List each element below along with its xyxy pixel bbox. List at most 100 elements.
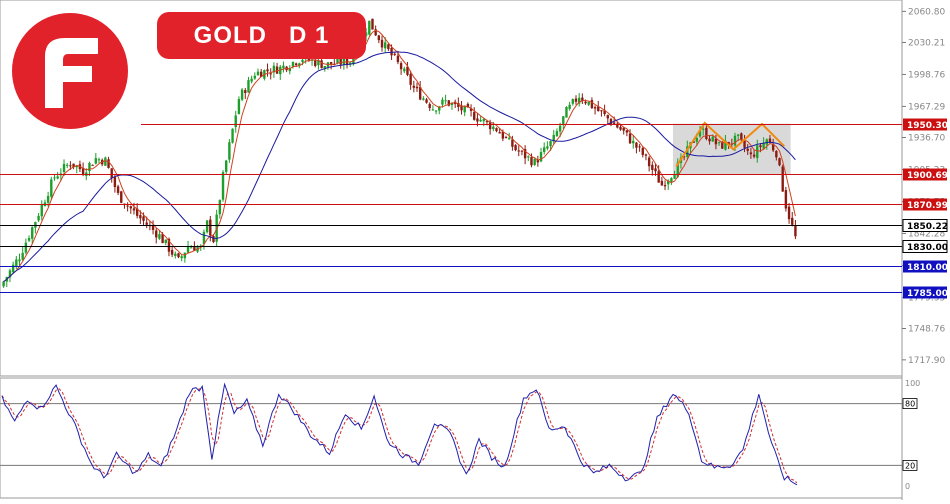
candle-body [387, 44, 390, 50]
candle-body [514, 145, 517, 151]
candle-body [463, 105, 466, 113]
level-price-label: 1900.69 [907, 171, 948, 181]
candle-body [736, 134, 740, 136]
candle-body [374, 29, 377, 36]
stoch-tick-label: 20 [905, 461, 915, 470]
candle-body [390, 48, 393, 56]
candle-body [225, 160, 228, 172]
stoch-level-tag [902, 398, 918, 410]
candle-body [775, 150, 778, 158]
candle-body [291, 61, 295, 67]
candle-body [314, 59, 317, 66]
level-price-tag [903, 168, 947, 181]
candle-body [18, 259, 21, 262]
candle-body [142, 216, 145, 221]
symbol-timeframe-badge: GOLD D 1 [157, 12, 366, 59]
candle-body [205, 220, 209, 233]
candle-body [37, 215, 40, 221]
candle-body [660, 180, 664, 186]
candle-body [492, 126, 495, 130]
candle-body [724, 140, 727, 150]
level-price-tag [902, 219, 948, 232]
candle-body [132, 208, 136, 211]
candle-body [682, 156, 686, 158]
candle-body [466, 103, 470, 108]
candle-body [186, 246, 190, 253]
candle-body [638, 146, 641, 148]
candle-body [275, 66, 279, 74]
candle-body [428, 104, 431, 109]
candle-body [352, 55, 355, 65]
candle-body [46, 195, 50, 203]
candle-body [40, 204, 43, 217]
candle-body [597, 106, 600, 111]
candle-body [533, 158, 536, 165]
candle-body [294, 63, 298, 66]
candle-body [349, 62, 352, 65]
candle-body [702, 128, 705, 130]
candle-body [504, 137, 508, 139]
candle-body [571, 99, 575, 104]
candle-body [565, 106, 568, 118]
candle-body [174, 253, 177, 256]
candle-body [418, 87, 422, 100]
candle-body [167, 238, 171, 252]
candle-body [539, 152, 543, 162]
candle-body [240, 89, 244, 100]
candle-body [584, 101, 587, 104]
level-price-tag [903, 198, 947, 211]
candle-body [126, 205, 129, 207]
candle-body [425, 99, 428, 103]
candle-body [762, 142, 765, 149]
candle-body [218, 200, 222, 215]
candle-body [72, 163, 75, 168]
candle-body [158, 234, 161, 239]
candle-body [399, 63, 403, 70]
candle-body [336, 58, 339, 64]
candle-body [692, 141, 695, 143]
candle-body [62, 163, 66, 173]
candle-body [622, 127, 625, 131]
level-price-label: 1870.99 [907, 201, 948, 211]
candle-body [628, 133, 632, 144]
candle-body [511, 139, 514, 147]
candle-body [791, 217, 794, 225]
candle-body [558, 125, 562, 132]
candle-body [593, 107, 597, 109]
candle-body [482, 119, 485, 122]
candle-body [120, 191, 123, 203]
level-price-label: 1950.30 [907, 121, 948, 131]
candle-body [364, 32, 368, 36]
candle-body [473, 112, 476, 120]
candle-body [393, 53, 396, 55]
candle-body [170, 250, 174, 255]
candle-body [107, 159, 110, 168]
price-tick-label: 1842.28 [908, 229, 945, 239]
symbol-label: GOLD [193, 22, 267, 49]
candle-body [460, 105, 463, 111]
candle-body [794, 226, 797, 237]
candle-body [15, 259, 18, 267]
candle-body [612, 122, 616, 124]
price-tick-label: 1717.90 [908, 356, 945, 366]
price-tick-label: 1998.76 [908, 70, 945, 80]
candle-body [139, 215, 142, 219]
candle-body [457, 103, 460, 107]
candle-body [717, 142, 721, 144]
price-tick-label: 2060.80 [908, 7, 945, 17]
candle-body [310, 59, 314, 61]
candle-body [155, 230, 158, 238]
candle-body [288, 68, 291, 72]
candle-body [749, 152, 753, 155]
candle-body [676, 162, 679, 177]
candle-body [56, 176, 59, 179]
candle-body [431, 109, 435, 111]
ma-fast-line [3, 29, 796, 283]
candle-body [415, 86, 419, 89]
candle-body [657, 171, 660, 183]
candle-body [603, 110, 606, 115]
candle-body [259, 71, 263, 77]
candle-body [784, 190, 788, 209]
candle-body [708, 138, 711, 142]
